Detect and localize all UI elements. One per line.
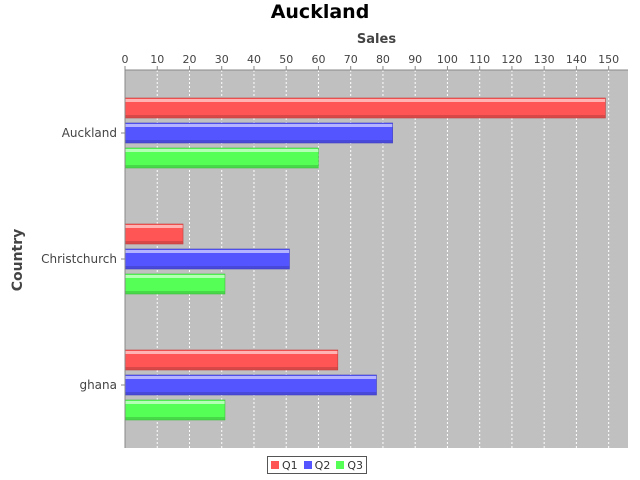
x-tick-label: 0 <box>122 53 129 66</box>
legend-item: Q3 <box>336 459 363 472</box>
x-tick-label: 90 <box>408 53 422 66</box>
x-axis-label: Sales <box>356 32 397 47</box>
x-tick-label: 70 <box>344 53 358 66</box>
bar-shadow <box>125 165 319 168</box>
x-tick-label: 80 <box>376 53 390 66</box>
x-tick-label: 130 <box>534 53 555 66</box>
bar <box>125 249 290 269</box>
bar-highlight <box>125 401 225 404</box>
bar-highlight <box>125 376 377 379</box>
x-tick-label: 50 <box>279 53 293 66</box>
bar <box>125 123 393 143</box>
bar <box>125 148 319 168</box>
bar <box>125 224 184 244</box>
category-labels: Auckland Christchurch ghana <box>41 126 125 392</box>
category-label: Auckland <box>62 126 117 140</box>
bar-shadow <box>125 417 225 420</box>
bar-highlight <box>125 124 393 127</box>
bar <box>125 400 225 420</box>
chart-title: Auckland <box>270 1 370 23</box>
bar-highlight <box>125 225 184 228</box>
x-tick-label: 60 <box>311 53 325 66</box>
legend-label: Q1 <box>282 458 298 472</box>
x-tick-label: 110 <box>469 53 490 66</box>
x-tick-label: 30 <box>215 53 229 66</box>
x-tick-label: 20 <box>182 53 196 66</box>
x-tick-label: 40 <box>247 53 261 66</box>
bars <box>124 97 606 421</box>
bar-highlight <box>125 351 338 354</box>
bar-shadow <box>125 367 338 370</box>
x-tick-label: 120 <box>501 53 522 66</box>
category-label: ghana <box>79 378 117 392</box>
x-tick-label: 100 <box>437 53 458 66</box>
legend-label: Q3 <box>347 458 364 472</box>
x-tick-label: 10 <box>150 53 164 66</box>
bar-highlight <box>125 99 606 102</box>
bar-highlight <box>125 149 319 152</box>
bar-shadow <box>125 115 606 118</box>
bar <box>125 350 338 370</box>
legend-swatch <box>303 461 312 469</box>
bar-shadow <box>125 241 184 244</box>
legend: Q1 Q2 Q3 <box>267 456 368 474</box>
x-axis-ticks: 0 10 20 30 40 50 60 70 80 90 100 110 120 130 140 150 <box>122 53 619 70</box>
x-tick-label: 150 <box>598 53 619 66</box>
category-label: Christchurch <box>41 252 117 266</box>
bar-shadow <box>125 291 225 294</box>
bar-shadow <box>125 140 393 143</box>
legend-swatch <box>336 461 345 469</box>
bar-highlight <box>125 275 225 278</box>
legend-label: Q2 <box>314 458 331 472</box>
x-tick-label: 140 <box>566 53 587 66</box>
bar <box>125 98 606 118</box>
legend-item: Q2 <box>303 458 331 472</box>
bar <box>125 274 225 294</box>
legend-item: Q1 <box>271 459 298 472</box>
bar-highlight <box>125 250 290 253</box>
bar-shadow <box>125 266 290 269</box>
bar <box>125 375 377 395</box>
bar-shadow <box>125 392 377 395</box>
legend-swatch <box>271 461 279 469</box>
